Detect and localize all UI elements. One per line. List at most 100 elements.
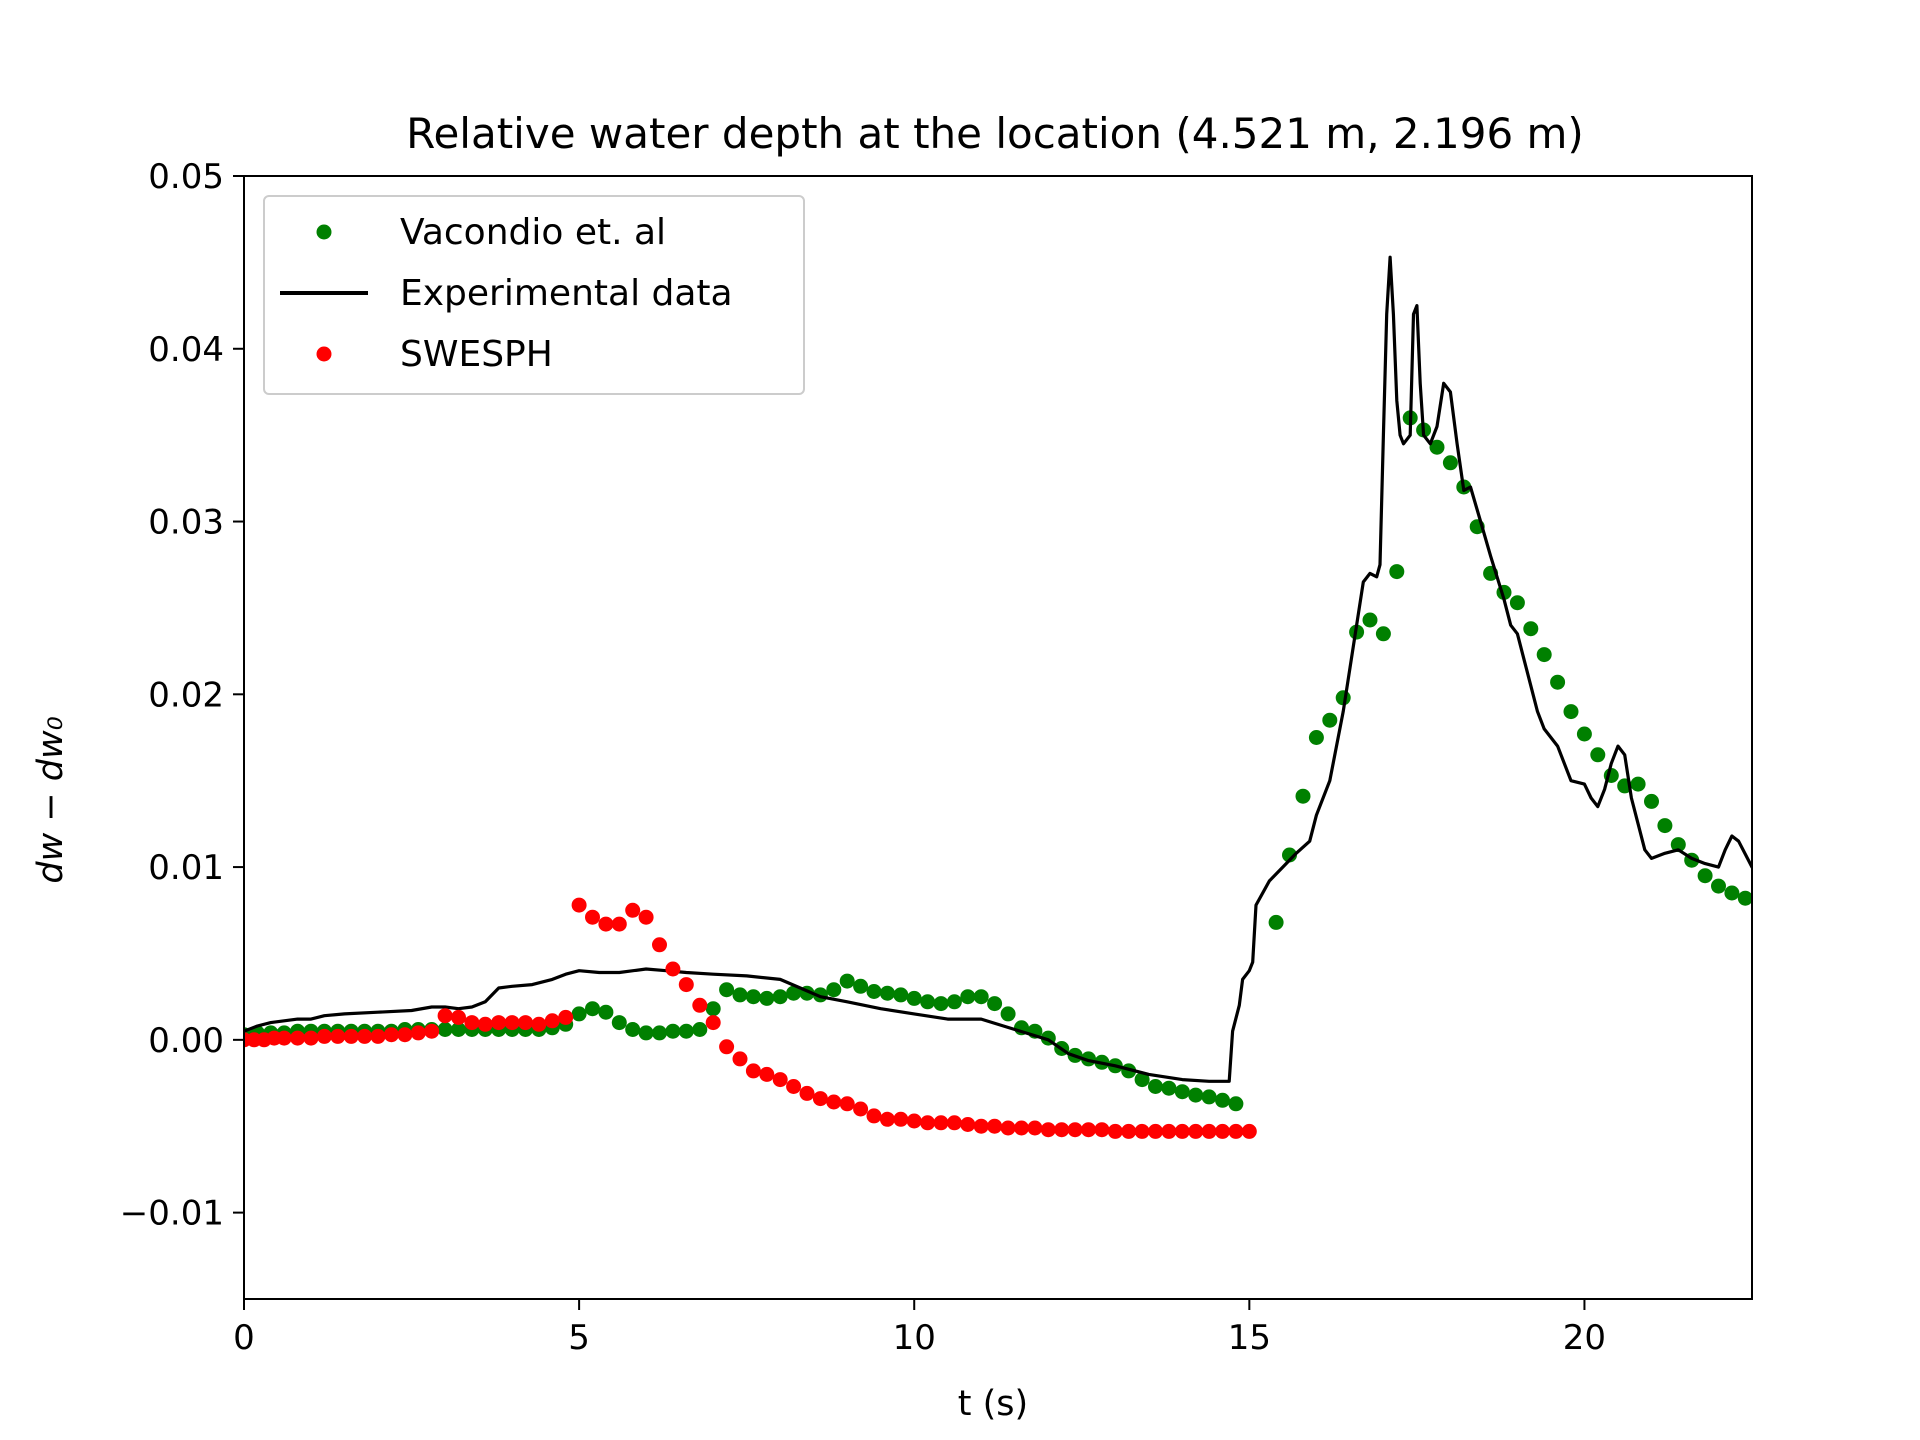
data-point-vacondio-et-al xyxy=(1429,439,1445,455)
data-point-swesph xyxy=(973,1118,989,1134)
data-point-vacondio-et-al xyxy=(786,985,802,1001)
data-point-swesph xyxy=(343,1028,359,1044)
data-point-vacondio-et-al xyxy=(987,996,1003,1012)
legend-label-swesph: SWESPH xyxy=(400,334,553,375)
data-point-swesph xyxy=(504,1015,520,1031)
data-point-swesph xyxy=(571,897,587,913)
data-point-vacondio-et-al xyxy=(1174,1084,1190,1100)
data-point-vacondio-et-al xyxy=(745,989,761,1005)
data-point-vacondio-et-al xyxy=(678,1023,694,1039)
y-tick-label: 0.05 xyxy=(148,157,224,197)
data-point-swesph xyxy=(1040,1122,1056,1138)
data-point-vacondio-et-al xyxy=(826,982,842,998)
data-point-swesph xyxy=(1000,1120,1016,1136)
data-point-swesph xyxy=(464,1015,480,1031)
data-point-swesph xyxy=(987,1118,1003,1134)
data-point-swesph xyxy=(665,961,681,977)
data-point-vacondio-et-al xyxy=(879,985,895,1001)
data-point-swesph xyxy=(960,1117,976,1132)
data-point-vacondio-et-al xyxy=(1201,1089,1217,1105)
data-point-swesph xyxy=(383,1027,399,1043)
data-point-swesph xyxy=(866,1108,882,1124)
data-point-vacondio-et-al xyxy=(920,994,936,1010)
data-point-vacondio-et-al xyxy=(1550,674,1566,690)
data-point-swesph xyxy=(893,1111,909,1127)
data-point-swesph xyxy=(933,1115,949,1131)
data-point-swesph xyxy=(786,1079,802,1094)
data-point-vacondio-et-al xyxy=(1148,1079,1163,1094)
data-point-swesph xyxy=(303,1030,319,1046)
x-axis-label: t (s) xyxy=(958,1384,1028,1424)
data-point-vacondio-et-al xyxy=(1523,621,1539,637)
data-point-swesph xyxy=(330,1028,346,1044)
x-tick-label: 20 xyxy=(1563,1318,1606,1358)
data-point-swesph xyxy=(1161,1123,1177,1139)
data-point-vacondio-et-al xyxy=(1228,1096,1244,1112)
data-point-swesph xyxy=(477,1016,493,1032)
data-point-swesph xyxy=(276,1030,292,1046)
data-point-swesph xyxy=(732,1051,748,1067)
data-point-vacondio-et-al xyxy=(1282,847,1297,863)
y-tick-label: −0.01 xyxy=(120,1194,224,1234)
data-point-swesph xyxy=(1014,1120,1029,1136)
data-point-vacondio-et-al xyxy=(598,1004,614,1020)
data-point-swesph xyxy=(491,1015,507,1031)
data-point-swesph xyxy=(397,1027,413,1043)
data-point-vacondio-et-al xyxy=(772,989,788,1005)
legend-swatch-swesph xyxy=(316,346,332,362)
chart-title: Relative water depth at the location (4.… xyxy=(406,109,1584,158)
data-point-vacondio-et-al xyxy=(1268,914,1284,930)
data-point-swesph xyxy=(1241,1123,1257,1139)
data-point-swesph xyxy=(410,1025,426,1041)
data-point-vacondio-et-al xyxy=(1536,647,1552,663)
data-point-swesph xyxy=(1094,1122,1110,1138)
data-point-swesph xyxy=(772,1072,788,1088)
data-point-vacondio-et-al xyxy=(1630,776,1646,792)
data-point-vacondio-et-al xyxy=(893,987,909,1003)
data-point-swesph xyxy=(826,1094,842,1110)
data-point-swesph xyxy=(558,1009,574,1025)
legend-swatch-vacondio-et-al xyxy=(316,224,332,240)
data-point-swesph xyxy=(799,1085,815,1101)
data-point-vacondio-et-al xyxy=(1215,1092,1230,1108)
data-point-swesph xyxy=(812,1091,828,1107)
legend: Vacondio et. al Experimental data SWESPH xyxy=(263,195,805,395)
data-point-swesph xyxy=(625,902,641,918)
data-point-swesph xyxy=(370,1028,386,1044)
data-point-vacondio-et-al xyxy=(665,1023,681,1039)
data-point-swesph xyxy=(1027,1120,1043,1136)
data-point-vacondio-et-al xyxy=(839,973,855,989)
data-point-swesph xyxy=(1121,1123,1137,1139)
data-point-vacondio-et-al xyxy=(1308,730,1324,745)
data-point-swesph xyxy=(585,909,600,925)
data-point-vacondio-et-al xyxy=(1576,726,1592,742)
data-point-swesph xyxy=(879,1111,895,1127)
data-point-swesph xyxy=(357,1028,373,1044)
series-line-experimental-data xyxy=(244,255,1752,1083)
data-point-vacondio-et-al xyxy=(705,1001,721,1017)
data-point-vacondio-et-al xyxy=(1697,868,1713,884)
y-tick-label: 0.03 xyxy=(148,503,224,543)
data-point-vacondio-et-al xyxy=(946,994,962,1010)
data-point-vacondio-et-al xyxy=(1509,595,1525,611)
data-point-vacondio-et-al xyxy=(1737,890,1752,906)
data-point-vacondio-et-al xyxy=(759,990,775,1006)
data-point-swesph xyxy=(611,916,627,932)
data-point-vacondio-et-al xyxy=(1670,837,1686,853)
data-point-vacondio-et-al xyxy=(960,989,976,1005)
data-point-swesph xyxy=(853,1101,869,1117)
data-point-swesph xyxy=(1134,1123,1150,1139)
data-point-vacondio-et-al xyxy=(1657,818,1673,834)
data-point-vacondio-et-al xyxy=(853,978,869,994)
data-point-swesph xyxy=(1107,1123,1123,1139)
data-point-swesph xyxy=(906,1113,922,1129)
legend-label-experimental-data: Experimental data xyxy=(400,273,733,314)
data-point-vacondio-et-al xyxy=(1724,885,1740,901)
y-tick-label: 0.00 xyxy=(148,1021,224,1061)
axes-frame xyxy=(243,175,1753,1300)
data-point-swesph xyxy=(920,1115,936,1131)
data-point-swesph xyxy=(1188,1123,1204,1139)
legend-label-vacondio-et-al: Vacondio et. al xyxy=(400,212,666,253)
data-point-swesph xyxy=(451,1009,466,1025)
